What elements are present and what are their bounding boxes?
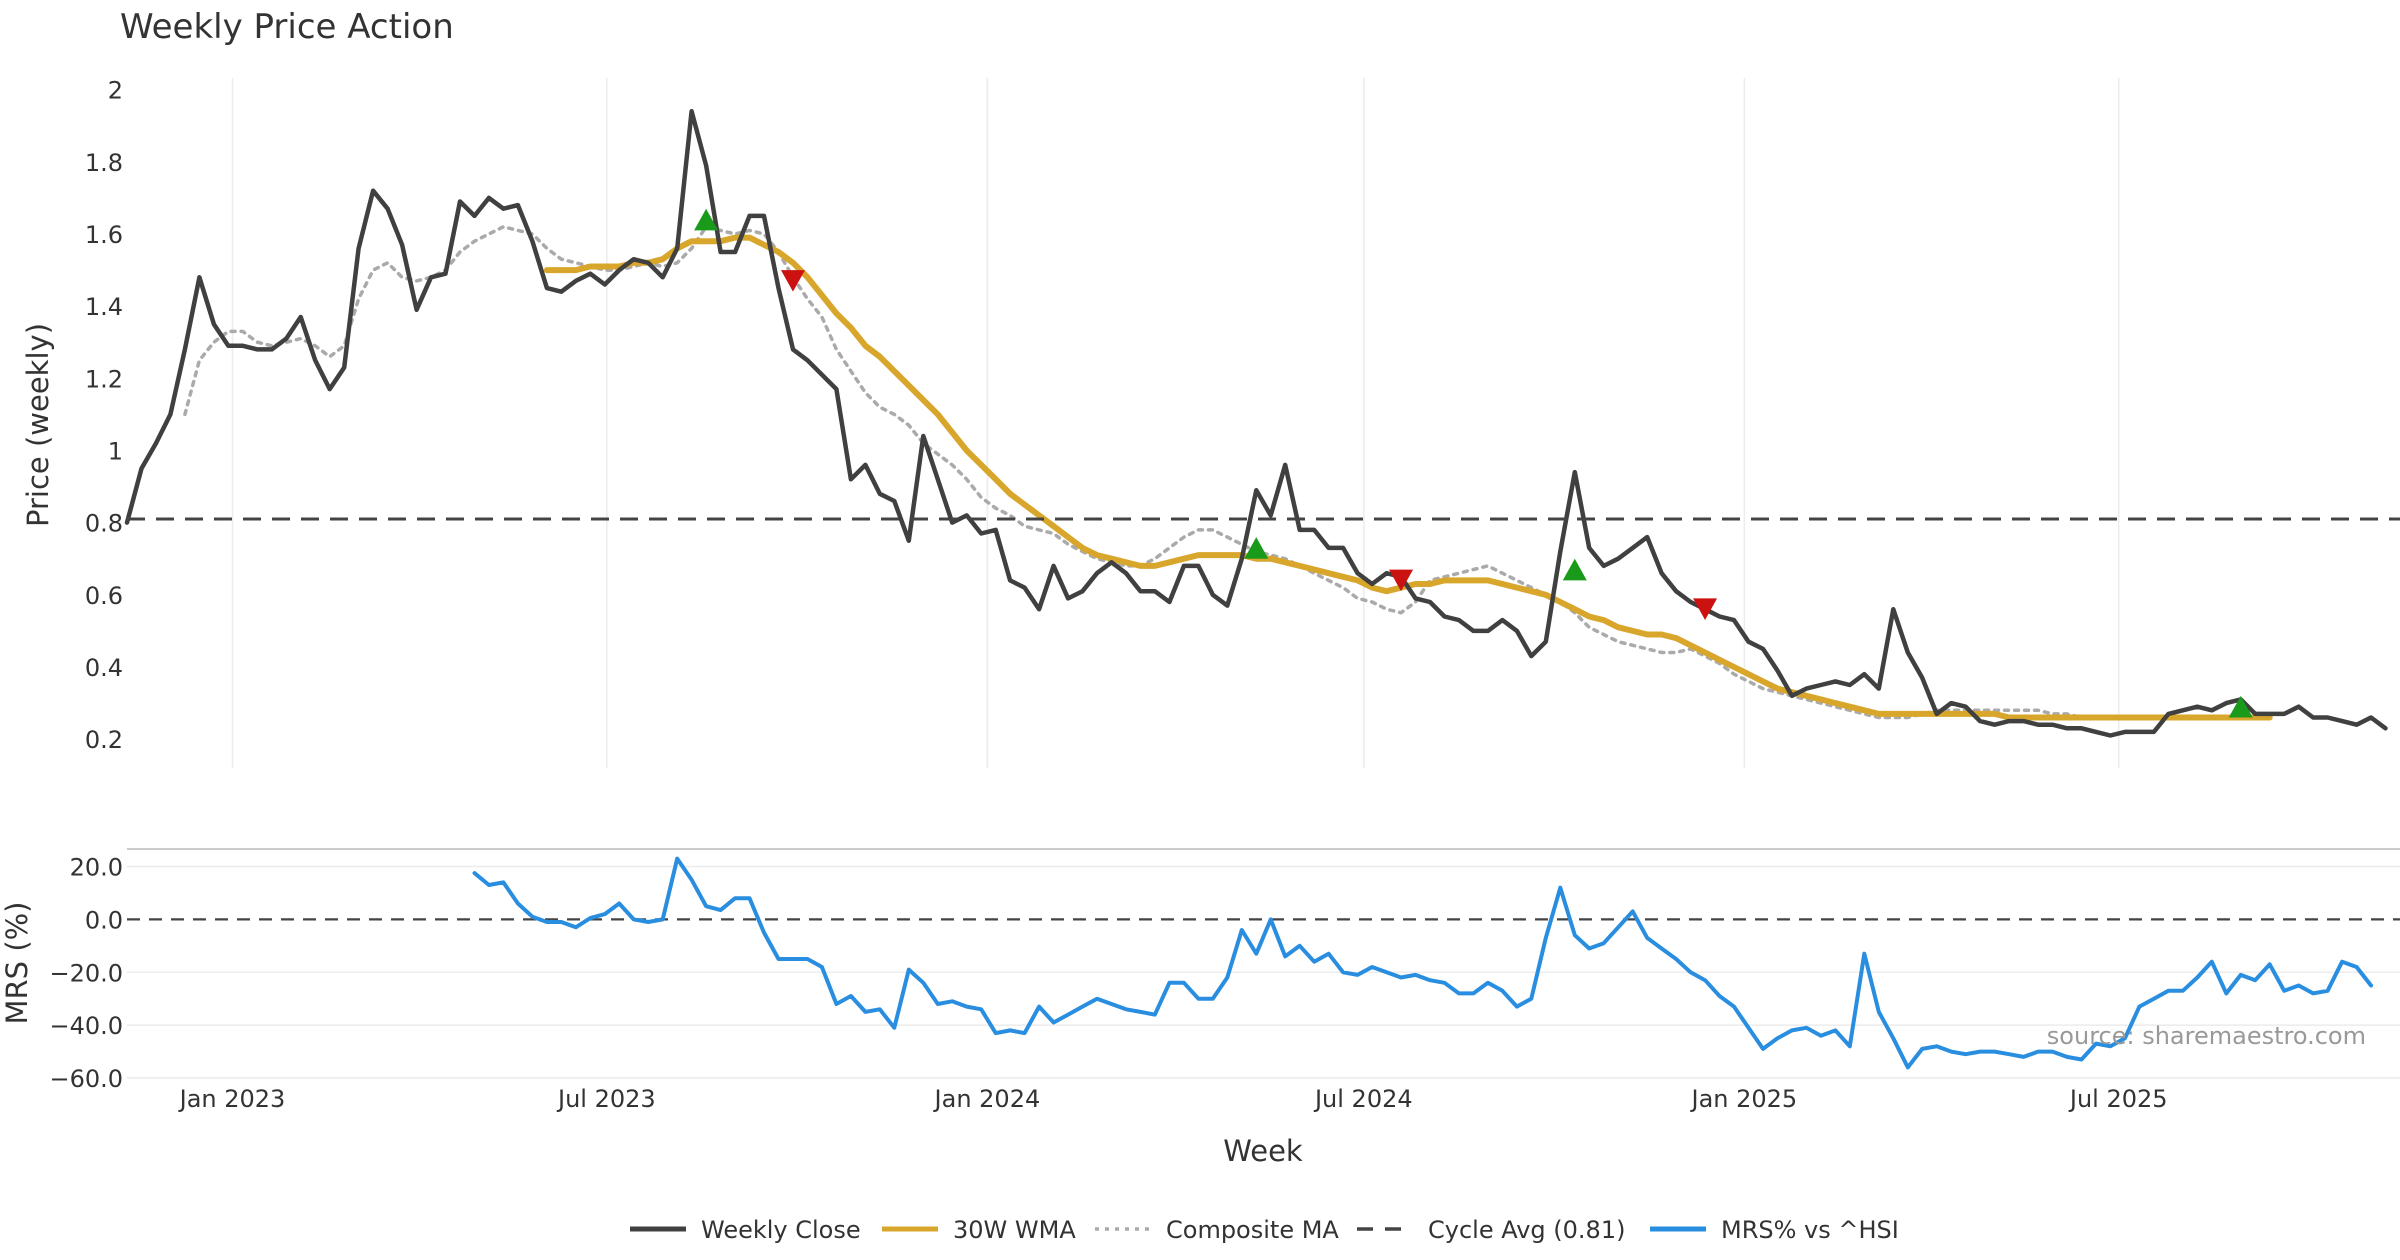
mrs-y-tick-label: 20.0 — [70, 854, 123, 882]
buy-signal-marker — [1244, 537, 1269, 559]
x-axis-title: Week — [1223, 1134, 1303, 1168]
legend-label: 30W WMA — [953, 1216, 1076, 1244]
mrs-series — [127, 856, 2400, 1070]
mrs-y-tick-label: −60.0 — [49, 1065, 123, 1093]
price-y-axis-title: Price (weekly) — [21, 323, 55, 527]
legend: Weekly Close 30W WMA Composite MA Cycle Avg… — [630, 1216, 1899, 1244]
price-y-tick-label: 0.6 — [85, 582, 123, 610]
price-y-tick-label: 0.2 — [85, 726, 123, 754]
sell-signal-marker — [780, 270, 805, 292]
x-tick-label: Jul 2025 — [2068, 1085, 2168, 1113]
price-series — [124, 109, 2400, 738]
price-y-tick-label: 1 — [108, 437, 123, 465]
wma-30w-line — [543, 234, 2273, 721]
x-tick-label: Jul 2024 — [1313, 1085, 1413, 1113]
signal-markers — [694, 208, 2253, 718]
legend-label: Composite MA — [1166, 1216, 1339, 1244]
mrs-y-tick-label: 0.0 — [85, 906, 123, 934]
price-y-tick-label: 1.6 — [85, 221, 123, 249]
axes: Jan 2023 Jul 2023 Jan 2024 Jul 2024 Jan 2025… — [49, 77, 2167, 1113]
legend-label: Cycle Avg (0.81) — [1428, 1216, 1625, 1244]
weekly-close-line — [124, 109, 2388, 738]
mrs-y-tick-label: −40.0 — [49, 1012, 123, 1040]
mrs-y-axis-title: MRS (%) — [0, 902, 34, 1025]
x-tick-label: Jan 2024 — [933, 1085, 1041, 1113]
price-y-tick-label: 1.8 — [85, 149, 123, 177]
legend-label: Weekly Close — [701, 1216, 861, 1244]
buy-signal-marker — [1562, 558, 1587, 581]
price-y-tick-label: 0.4 — [85, 654, 123, 682]
price-y-tick-label: 1.4 — [85, 293, 123, 321]
source-annotation: source: sharemaestro.com — [2047, 1022, 2366, 1050]
legend-label: MRS% vs ^HSI — [1721, 1216, 1899, 1244]
sell-signal-marker — [1693, 598, 1718, 621]
buy-signal-marker — [2228, 695, 2253, 718]
mrs-line — [472, 856, 2373, 1070]
price-y-tick-label: 0.8 — [85, 510, 123, 538]
composite-ma-line — [183, 225, 2127, 720]
buy-signal-marker — [694, 208, 719, 231]
x-tick-label: Jan 2023 — [178, 1085, 286, 1113]
x-tick-label: Jan 2025 — [1690, 1085, 1798, 1113]
price-y-tick-label: 2 — [108, 77, 123, 105]
gridlines — [127, 78, 2400, 1079]
chart-title: Weekly Price Action — [120, 7, 454, 47]
sell-signal-marker — [1389, 569, 1414, 592]
mrs-y-tick-label: −20.0 — [49, 959, 123, 987]
price-y-tick-label: 1.2 — [85, 365, 123, 393]
x-tick-label: Jul 2023 — [556, 1085, 656, 1113]
